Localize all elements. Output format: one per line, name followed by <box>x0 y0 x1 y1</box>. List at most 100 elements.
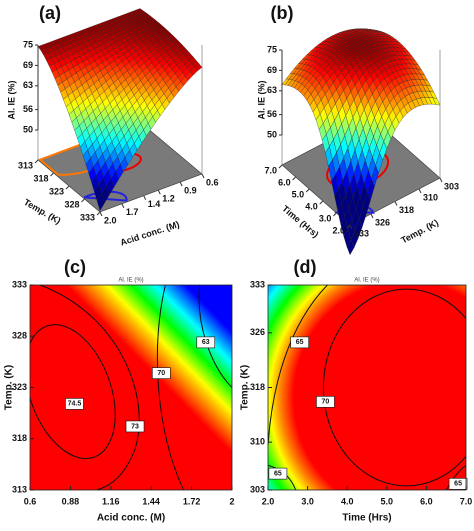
y-axis-label: Temp. (K) <box>4 365 15 410</box>
z-axis-label: Al. IE (%) <box>256 80 266 119</box>
x-tick-label: 4.0 <box>341 496 354 506</box>
surface-panel: 50 56 63 69 75 0.6 0.9 1.21.4 1.7 2.0 313318323328… <box>6 3 218 248</box>
x-tick-label: 5.0 <box>381 496 394 506</box>
contour-panel: 74.5 73 70 63 0.6 0.88 1.16 1.44 1.72 2 313 318 323 3… <box>4 257 235 524</box>
y-tick-label: 318 <box>12 433 27 443</box>
x-tick-label: 7.0 <box>460 496 473 506</box>
y-tick <box>305 188 310 193</box>
x-tick <box>201 173 205 179</box>
x-axis-label: Acid conc. (M) <box>119 219 181 248</box>
contour-label-box <box>125 420 145 433</box>
x-tick <box>99 211 103 217</box>
z-axis-label: Al. IE (%) <box>6 80 16 119</box>
contour-line <box>445 464 466 490</box>
contour-label-box <box>152 367 171 379</box>
contour-panel: 65 70 65 65 2.0 3.0 4.0 5.0 6.0 7.0 303 310 318 326 33… <box>240 257 473 524</box>
y-tick-label: 303 <box>250 484 265 494</box>
surface-cell <box>346 239 355 256</box>
y-tick <box>65 185 70 190</box>
y-tick-label: 333 <box>80 212 95 222</box>
x-tick <box>157 190 161 195</box>
chart-title: Al. IE (%) <box>118 278 143 284</box>
contour-label: 74.5 <box>68 401 82 408</box>
y-tick-label: 7.0 <box>264 165 277 175</box>
y-tick <box>278 164 283 169</box>
y-tick <box>96 211 101 216</box>
contour-field <box>268 285 466 490</box>
x-tick-label: 0.88 <box>62 496 80 506</box>
x-tick-label: 1.2 <box>162 194 175 204</box>
y-tick-label: 326 <box>250 327 265 337</box>
x-axis-label: Acid conc. (M) <box>97 513 165 524</box>
contour-label: 70 <box>157 370 165 377</box>
x-tick-label: 310 <box>423 192 438 202</box>
y-tick-label: 323 <box>12 382 27 392</box>
y-tick <box>333 212 337 217</box>
x-tick-label: 1.72 <box>183 496 201 506</box>
contour-lines <box>268 285 466 490</box>
x-tick-label: 2.0 <box>262 496 275 506</box>
x-tick-label: 0.6 <box>206 177 219 187</box>
y-tick <box>50 172 54 177</box>
y-tick-label: 4.0 <box>305 201 318 211</box>
y-tick-label: 328 <box>64 199 79 209</box>
y-tick-label: 2.0 <box>332 225 345 235</box>
z-tick-label: 63 <box>23 80 33 90</box>
z-tick-label: 75 <box>267 44 277 54</box>
contour-label-box <box>290 336 309 349</box>
chart-title: Al. IE (%) <box>354 278 379 284</box>
z-tick-label: 69 <box>267 65 277 75</box>
x-tick-label: 0.9 <box>184 186 197 196</box>
x-tick-label: 6.0 <box>420 496 433 506</box>
x-tick-label: 0.6 <box>24 496 37 506</box>
contour-field <box>30 285 232 490</box>
x-tick-label: 1.7 <box>126 207 139 217</box>
y-tick-label: 3.0 <box>319 213 332 223</box>
x-tick-label: 1.44 <box>142 496 160 506</box>
panel-label: (a) <box>39 3 61 23</box>
contour-label: 65 <box>274 470 282 477</box>
x-tick <box>349 224 353 230</box>
y-tick-label: 333 <box>250 279 265 289</box>
x-tick-label: 326 <box>375 217 390 227</box>
y-tick <box>292 176 296 181</box>
contour-label-box <box>316 396 335 408</box>
y-tick-label: 310 <box>250 437 265 447</box>
x-tick-label: 1.4 <box>148 199 161 209</box>
z-tick-label: 69 <box>23 60 33 70</box>
y-tick-label: 5.0 <box>292 189 305 199</box>
y-tick-label: 318 <box>33 173 48 183</box>
panel-label: (d) <box>294 257 317 277</box>
panel-label: (c) <box>64 257 86 277</box>
x-tick-label: 318 <box>399 205 414 215</box>
contour-line <box>322 288 466 487</box>
y-tick-label: 313 <box>12 484 27 494</box>
contour-label-box <box>268 467 288 480</box>
x-tick <box>370 213 374 219</box>
y-tick-label: 328 <box>12 331 27 341</box>
y-tick <box>34 159 39 164</box>
contour-line <box>268 285 328 445</box>
x-tick <box>121 203 125 209</box>
x-axis-label: Temp. (K) <box>399 217 440 245</box>
y-tick-label: 313 <box>18 160 33 170</box>
z-tick-label: 56 <box>267 109 277 119</box>
surface-panel: 50 56 63 69 75 303 310 318 326 333 2.03.04.05.06.0… <box>256 3 459 256</box>
panel-label: (b) <box>271 3 294 23</box>
y-tick <box>319 200 324 205</box>
contour-label: 70 <box>322 399 330 406</box>
z-tick-label: 56 <box>23 104 33 114</box>
z-tick-label: 75 <box>23 39 33 49</box>
contour-label: 65 <box>296 339 304 346</box>
x-tick <box>179 181 183 187</box>
y-axis-label: Temp. (K) <box>22 197 62 226</box>
y-tick-label: 333 <box>12 279 27 289</box>
x-tick-label: 2 <box>229 496 234 506</box>
contour-label: 73 <box>131 423 139 430</box>
contour-label: 65 <box>454 481 462 488</box>
x-tick <box>143 195 147 200</box>
y-tick-label: 318 <box>250 382 265 392</box>
x-axis-label: Time (Hrs) <box>342 513 391 524</box>
y-tick <box>81 198 85 203</box>
contour-label-box <box>196 336 216 349</box>
